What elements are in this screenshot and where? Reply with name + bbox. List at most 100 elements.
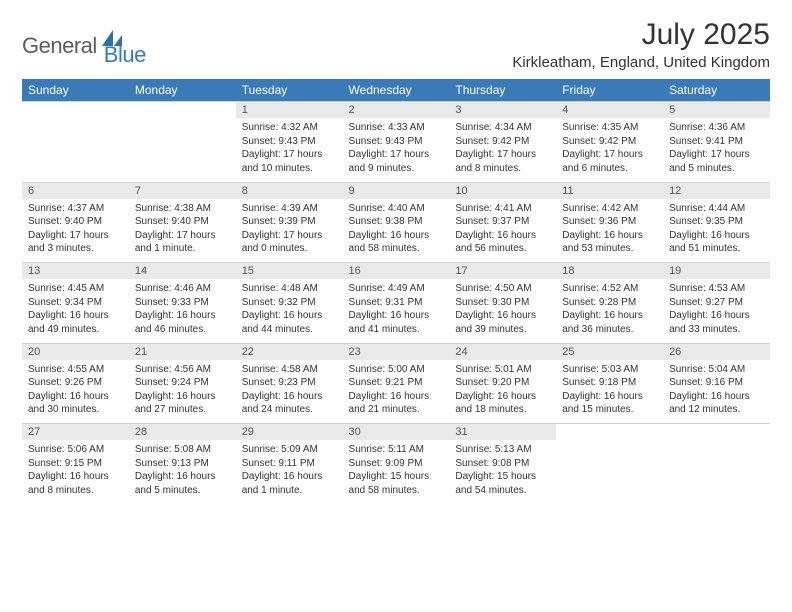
daylight-line: Daylight: 17 hours and 6 minutes. [562, 148, 657, 175]
sunrise-line: Sunrise: 4:38 AM [135, 202, 230, 216]
day-content-cell: Sunrise: 4:48 AMSunset: 9:32 PMDaylight:… [236, 279, 343, 343]
day-content-cell [556, 440, 663, 504]
daylight-line: Daylight: 16 hours and 39 minutes. [455, 309, 550, 336]
day-number-cell [556, 424, 663, 441]
daylight-line: Daylight: 17 hours and 5 minutes. [669, 148, 764, 175]
day-content-cell: Sunrise: 5:01 AMSunset: 9:20 PMDaylight:… [449, 360, 556, 424]
daynum-row: 13141516171819 [22, 263, 770, 280]
sunset-line: Sunset: 9:28 PM [562, 296, 657, 310]
day-content-cell: Sunrise: 4:35 AMSunset: 9:42 PMDaylight:… [556, 118, 663, 182]
day-number-cell: 15 [236, 263, 343, 280]
sunrise-line: Sunrise: 4:39 AM [242, 202, 337, 216]
weekday-header: Thursday [449, 79, 556, 102]
sunrise-line: Sunrise: 4:35 AM [562, 121, 657, 135]
day-number-cell: 12 [663, 182, 770, 199]
weekday-header: Sunday [22, 79, 129, 102]
day-content-cell: Sunrise: 5:08 AMSunset: 9:13 PMDaylight:… [129, 440, 236, 504]
sunset-line: Sunset: 9:38 PM [349, 215, 444, 229]
calendar-page: General Blue July 2025 Kirkleatham, Engl… [0, 0, 792, 504]
sunset-line: Sunset: 9:40 PM [135, 215, 230, 229]
sunrise-line: Sunrise: 4:44 AM [669, 202, 764, 216]
sunrise-line: Sunrise: 4:41 AM [455, 202, 550, 216]
day-number-cell: 11 [556, 182, 663, 199]
content-row: Sunrise: 4:37 AMSunset: 9:40 PMDaylight:… [22, 199, 770, 263]
day-number-cell: 17 [449, 263, 556, 280]
day-number-cell: 1 [236, 102, 343, 119]
day-number-cell: 20 [22, 343, 129, 360]
daylight-line: Daylight: 17 hours and 9 minutes. [349, 148, 444, 175]
sunrise-line: Sunrise: 5:09 AM [242, 443, 337, 457]
sunrise-line: Sunrise: 5:03 AM [562, 363, 657, 377]
day-content-cell [663, 440, 770, 504]
daylight-line: Daylight: 16 hours and 27 minutes. [135, 390, 230, 417]
daylight-line: Daylight: 16 hours and 41 minutes. [349, 309, 444, 336]
day-number-cell: 10 [449, 182, 556, 199]
daylight-line: Daylight: 16 hours and 30 minutes. [28, 390, 123, 417]
daynum-row: 2728293031 [22, 424, 770, 441]
weekday-header: Tuesday [236, 79, 343, 102]
sunset-line: Sunset: 9:41 PM [669, 135, 764, 149]
brand-logo: General Blue [22, 18, 146, 68]
daylight-line: Daylight: 16 hours and 44 minutes. [242, 309, 337, 336]
day-content-cell [129, 118, 236, 182]
sunrise-line: Sunrise: 4:58 AM [242, 363, 337, 377]
day-content-cell: Sunrise: 4:45 AMSunset: 9:34 PMDaylight:… [22, 279, 129, 343]
sunrise-line: Sunrise: 4:52 AM [562, 282, 657, 296]
sunset-line: Sunset: 9:39 PM [242, 215, 337, 229]
day-content-cell: Sunrise: 4:46 AMSunset: 9:33 PMDaylight:… [129, 279, 236, 343]
day-number-cell: 5 [663, 102, 770, 119]
daylight-line: Daylight: 16 hours and 8 minutes. [28, 470, 123, 497]
day-content-cell: Sunrise: 5:13 AMSunset: 9:08 PMDaylight:… [449, 440, 556, 504]
title-block: July 2025 Kirkleatham, England, United K… [512, 18, 770, 71]
sunrise-line: Sunrise: 4:53 AM [669, 282, 764, 296]
daylight-line: Daylight: 16 hours and 18 minutes. [455, 390, 550, 417]
sunset-line: Sunset: 9:24 PM [135, 376, 230, 390]
day-number-cell: 26 [663, 343, 770, 360]
day-content-cell: Sunrise: 4:37 AMSunset: 9:40 PMDaylight:… [22, 199, 129, 263]
sunset-line: Sunset: 9:40 PM [28, 215, 123, 229]
sunrise-line: Sunrise: 4:55 AM [28, 363, 123, 377]
sunrise-line: Sunrise: 4:33 AM [349, 121, 444, 135]
sunset-line: Sunset: 9:18 PM [562, 376, 657, 390]
location-subtitle: Kirkleatham, England, United Kingdom [512, 54, 770, 71]
sunrise-line: Sunrise: 4:48 AM [242, 282, 337, 296]
calendar-table: SundayMondayTuesdayWednesdayThursdayFrid… [22, 79, 770, 504]
day-content-cell: Sunrise: 4:39 AMSunset: 9:39 PMDaylight:… [236, 199, 343, 263]
sunrise-line: Sunrise: 5:04 AM [669, 363, 764, 377]
day-number-cell: 25 [556, 343, 663, 360]
sunrise-line: Sunrise: 4:37 AM [28, 202, 123, 216]
daylight-line: Daylight: 17 hours and 8 minutes. [455, 148, 550, 175]
sunset-line: Sunset: 9:16 PM [669, 376, 764, 390]
day-content-cell: Sunrise: 5:11 AMSunset: 9:09 PMDaylight:… [343, 440, 450, 504]
sunrise-line: Sunrise: 4:46 AM [135, 282, 230, 296]
content-row: Sunrise: 4:45 AMSunset: 9:34 PMDaylight:… [22, 279, 770, 343]
day-number-cell: 2 [343, 102, 450, 119]
daylight-line: Daylight: 17 hours and 3 minutes. [28, 229, 123, 256]
sunset-line: Sunset: 9:20 PM [455, 376, 550, 390]
content-row: Sunrise: 4:32 AMSunset: 9:43 PMDaylight:… [22, 118, 770, 182]
day-content-cell: Sunrise: 4:52 AMSunset: 9:28 PMDaylight:… [556, 279, 663, 343]
daylight-line: Daylight: 16 hours and 58 minutes. [349, 229, 444, 256]
weekday-header: Wednesday [343, 79, 450, 102]
day-content-cell: Sunrise: 5:04 AMSunset: 9:16 PMDaylight:… [663, 360, 770, 424]
day-number-cell: 22 [236, 343, 343, 360]
daylight-line: Daylight: 15 hours and 58 minutes. [349, 470, 444, 497]
day-content-cell: Sunrise: 4:49 AMSunset: 9:31 PMDaylight:… [343, 279, 450, 343]
sunset-line: Sunset: 9:15 PM [28, 457, 123, 471]
daylight-line: Daylight: 16 hours and 21 minutes. [349, 390, 444, 417]
sunrise-line: Sunrise: 5:08 AM [135, 443, 230, 457]
weekday-header: Saturday [663, 79, 770, 102]
sunset-line: Sunset: 9:42 PM [562, 135, 657, 149]
sunset-line: Sunset: 9:11 PM [242, 457, 337, 471]
sunrise-line: Sunrise: 4:45 AM [28, 282, 123, 296]
sunset-line: Sunset: 9:23 PM [242, 376, 337, 390]
day-number-cell [129, 102, 236, 119]
day-number-cell: 13 [22, 263, 129, 280]
sunset-line: Sunset: 9:27 PM [669, 296, 764, 310]
day-number-cell: 28 [129, 424, 236, 441]
day-content-cell: Sunrise: 4:53 AMSunset: 9:27 PMDaylight:… [663, 279, 770, 343]
day-content-cell: Sunrise: 4:40 AMSunset: 9:38 PMDaylight:… [343, 199, 450, 263]
day-number-cell: 30 [343, 424, 450, 441]
sunrise-line: Sunrise: 4:42 AM [562, 202, 657, 216]
sunset-line: Sunset: 9:36 PM [562, 215, 657, 229]
